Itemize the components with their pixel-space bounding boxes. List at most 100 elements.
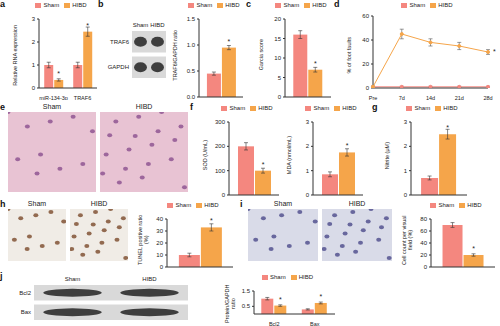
svg-text:30: 30 [156,228,163,234]
svg-text:0.0: 0.0 [187,94,196,100]
html-text:Sham: Sham [27,200,47,207]
html-text:HIBD: HIBD [90,200,108,207]
html-text:Sham: Sham [273,200,293,207]
svg-text:*: * [446,124,449,131]
svg-text:0: 0 [32,85,36,91]
svg-text:80: 80 [420,216,427,222]
svg-text:100: 100 [215,168,226,174]
svg-text:*: * [472,245,475,252]
html-text:% of foot faults: % of foot faults [346,36,352,74]
html-text:HIBD: HIBD [225,2,240,8]
svg-text:40: 40 [362,37,369,43]
html-text:Sham: Sham [196,2,213,8]
svg-text:5: 5 [278,75,282,81]
svg-text:0.5: 0.5 [187,68,196,74]
svg-text:*: * [57,70,60,77]
svg-text:28d: 28d [483,95,492,100]
svg-text:HIBD: HIBD [150,22,165,28]
svg-text:*: * [346,142,349,149]
svg-text:1: 1 [32,62,36,68]
svg-text:Pre: Pre [369,95,378,100]
html-text:HIBD: HIBD [258,105,273,111]
svg-text:2: 2 [32,39,36,45]
svg-text:1: 1 [404,168,408,174]
svg-text:20: 20 [274,16,281,22]
svg-text:0.5: 0.5 [242,303,251,309]
html-text:SOD (U/mL): SOD (U/mL) [202,140,208,171]
svg-text:3: 3 [404,119,408,125]
html-text:HIBD: HIBD [348,200,366,207]
html-text:HIBD: HIBD [312,2,327,8]
html-text:HIBD: HIBD [135,103,153,110]
svg-text:1.5: 1.5 [242,288,251,294]
svg-text:Bax: Bax [310,321,320,326]
svg-text:Bcl2: Bcl2 [19,290,31,296]
svg-text:*: * [279,296,282,303]
svg-text:0: 0 [404,192,408,198]
html-text:HIBD: HIBD [342,105,357,111]
svg-text:Sham: Sham [133,22,149,28]
svg-text:0: 0 [222,192,226,198]
html-text:Sham: Sham [229,105,246,111]
svg-text:Bcl2: Bcl2 [269,321,280,326]
svg-text:60: 60 [420,228,427,234]
svg-text:15: 15 [274,36,281,42]
html-text:Relative RNA expression: Relative RNA expression [12,24,18,86]
svg-text:0: 0 [306,192,310,198]
svg-text:0: 0 [278,94,282,100]
html-text:Garcia score: Garcia score [258,39,264,71]
html-text:g: g [372,102,378,112]
svg-text:20: 20 [420,252,427,258]
svg-text:20: 20 [362,61,369,67]
svg-text:40: 40 [156,216,163,222]
html-text:Cell count per visual field (%: Cell count per visual field (%) [401,215,413,265]
svg-text:*: * [314,60,317,67]
svg-text:300: 300 [215,119,226,125]
svg-text:*: * [319,293,322,300]
html-text:Nitrite (μM): Nitrite (μM) [384,141,390,170]
svg-text:0: 0 [424,264,428,270]
svg-text:0: 0 [366,85,370,91]
svg-text:*: * [86,22,89,29]
svg-text:2: 2 [306,143,310,149]
html-text:TRAF6/GAPDH ratio: TRAF6/GAPDH ratio [172,29,178,81]
html-text:HIBD: HIBD [438,2,453,8]
html-text:Sham: Sham [409,2,426,8]
svg-text:2: 2 [404,143,408,149]
svg-text:TRAF6: TRAF6 [74,95,91,100]
svg-text:10: 10 [156,252,163,258]
svg-text:0: 0 [160,264,164,270]
svg-text:HIBD: HIBD [142,276,157,282]
html-text:MDA (nmol/mL): MDA (nmol/mL) [286,136,292,175]
svg-text:1: 1 [306,168,310,174]
svg-text:*: * [262,161,265,168]
html-text:TUNEL positive ratio (%): TUNEL positive ratio (%) [137,214,149,266]
svg-text:20: 20 [156,240,163,246]
svg-text:14d: 14d [426,95,435,100]
svg-text:TRAF6: TRAF6 [110,39,130,45]
svg-text:Sham: Sham [65,276,81,282]
svg-text:60: 60 [362,13,369,19]
html-text:Sham: Sham [414,105,431,111]
svg-text:*: * [210,217,213,224]
html-text:Sham: Sham [313,105,330,111]
svg-text:1.5: 1.5 [187,16,196,22]
svg-text:Bax: Bax [21,309,31,315]
svg-text:*: * [228,38,231,45]
svg-text:1.0: 1.0 [187,42,196,48]
svg-text:miR-134-3p: miR-134-3p [39,95,68,100]
svg-text:GAPDH: GAPDH [108,64,129,70]
html-text:Sham: Sham [42,103,62,110]
svg-text:200: 200 [215,143,226,149]
html-text:Protein/GAPDH ratio: Protein/GAPDH ratio [224,284,236,324]
html-text:Sham: Sham [283,2,300,8]
svg-text:3: 3 [32,16,36,22]
svg-text:21d: 21d [455,95,464,100]
html-text:HIBD: HIBD [72,2,87,8]
html-text:d: d [334,0,340,9]
svg-text:3: 3 [306,119,310,125]
svg-text:40: 40 [420,240,427,246]
svg-text:7d: 7d [399,95,405,100]
html-text:Sham: Sham [43,2,60,8]
svg-text:10: 10 [274,55,281,61]
